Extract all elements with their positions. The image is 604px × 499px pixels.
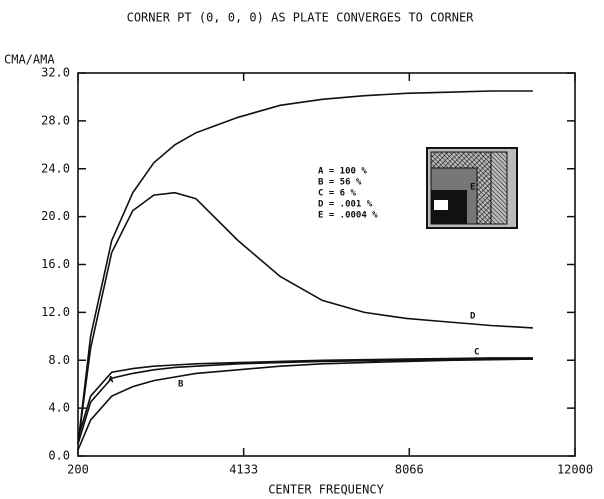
series-line bbox=[77, 90, 533, 445]
y-tick-label: 24.0 bbox=[41, 161, 70, 175]
y-tick-label: 4.0 bbox=[48, 401, 70, 415]
y-axis-label: CMA/AMA bbox=[4, 53, 55, 67]
legend-entry: E = .0004 % bbox=[318, 211, 378, 221]
series-line bbox=[77, 358, 533, 451]
y-tick-label: 20.0 bbox=[41, 209, 70, 223]
y-tick-label: 12.0 bbox=[41, 305, 70, 319]
y-tick-label: 8.0 bbox=[48, 353, 70, 367]
series-label: D bbox=[470, 312, 476, 322]
x-tick-label: 12000 bbox=[557, 463, 593, 477]
series-line bbox=[77, 357, 533, 439]
series-label: A bbox=[108, 376, 114, 386]
legend-entry: D = .001 % bbox=[318, 200, 373, 210]
legend-entry: A = 100 % bbox=[318, 167, 367, 177]
y-tick-label: 16.0 bbox=[41, 257, 70, 271]
y-tick-label: 32.0 bbox=[41, 66, 70, 80]
legend-entry: B = 56 % bbox=[318, 178, 362, 188]
series-line bbox=[77, 358, 533, 445]
x-tick-label: 200 bbox=[67, 463, 89, 477]
series-label: E bbox=[470, 183, 475, 193]
x-tick-label: 4133 bbox=[229, 463, 258, 477]
x-axis-label: CENTER FREQUENCY bbox=[268, 483, 384, 497]
x-tick-label: 8066 bbox=[395, 463, 424, 477]
series-line bbox=[77, 191, 533, 445]
y-tick-label: 0.0 bbox=[48, 449, 70, 463]
plot-frame bbox=[77, 72, 576, 457]
chart-title: CORNER PT (0, 0, 0) AS PLATE CONVERGES T… bbox=[127, 11, 475, 25]
series-label: C bbox=[474, 348, 479, 358]
legend-entry: C = 6 % bbox=[318, 189, 357, 199]
series-label: B bbox=[178, 380, 184, 390]
inset-icon bbox=[426, 147, 518, 229]
y-tick-label: 28.0 bbox=[41, 113, 70, 127]
